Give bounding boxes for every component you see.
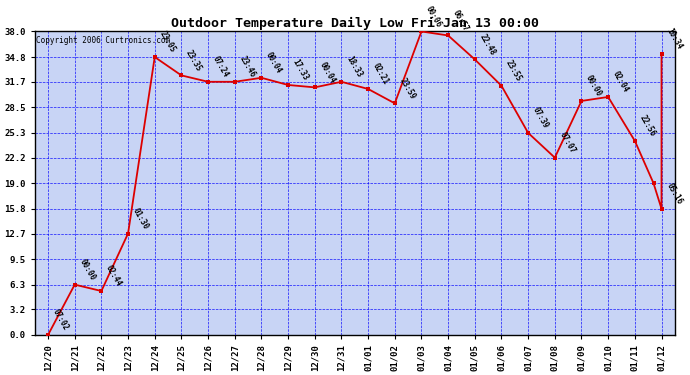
Text: 22:48: 22:48 xyxy=(477,32,497,57)
Text: 05:16: 05:16 xyxy=(664,182,684,206)
Text: 00:04: 00:04 xyxy=(264,51,284,75)
Text: 23:35: 23:35 xyxy=(184,48,204,73)
Text: 07:39: 07:39 xyxy=(531,106,550,130)
Text: 23:59: 23:59 xyxy=(397,76,417,100)
Text: Copyright 2006 Curtronics.com: Copyright 2006 Curtronics.com xyxy=(36,36,170,45)
Text: 06:57: 06:57 xyxy=(451,8,471,33)
Text: 07:24: 07:24 xyxy=(211,54,230,79)
Text: 02:21: 02:21 xyxy=(371,62,391,86)
Text: 07:02: 07:02 xyxy=(51,308,70,332)
Text: 02:44: 02:44 xyxy=(104,264,124,288)
Text: 23:05: 23:05 xyxy=(157,30,177,54)
Text: 00:00: 00:00 xyxy=(584,74,604,98)
Text: 22:56: 22:56 xyxy=(638,114,657,138)
Text: 02:04: 02:04 xyxy=(611,70,630,94)
Text: 17:33: 17:33 xyxy=(291,58,310,82)
Text: 00:00: 00:00 xyxy=(77,257,97,282)
Text: 01:30: 01:30 xyxy=(131,206,150,231)
Text: 23:46: 23:46 xyxy=(237,54,257,79)
Text: 10:34: 10:34 xyxy=(664,27,684,51)
Text: 23:55: 23:55 xyxy=(504,58,524,83)
Title: Outdoor Temperature Daily Low Fri Jan 13 00:00: Outdoor Temperature Daily Low Fri Jan 13… xyxy=(170,17,539,30)
Text: 00:04: 00:04 xyxy=(317,60,337,85)
Text: 18:33: 18:33 xyxy=(344,54,364,79)
Text: 07:07: 07:07 xyxy=(558,130,577,155)
Text: 00:06: 00:06 xyxy=(424,4,444,29)
